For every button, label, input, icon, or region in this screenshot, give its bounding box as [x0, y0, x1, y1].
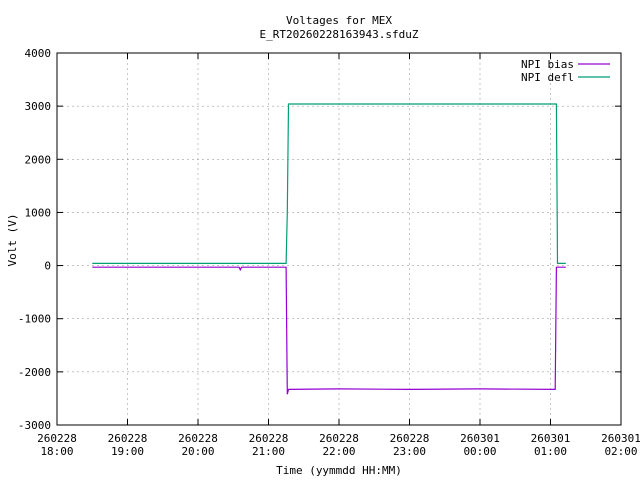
x-tick-label: 23:00	[393, 445, 426, 458]
x-tick-label: 260228	[319, 432, 359, 445]
x-tick-label: 260228	[390, 432, 430, 445]
x-tick-label: 22:00	[322, 445, 355, 458]
x-tick-label: 260228	[249, 432, 289, 445]
legend-label: NPI bias	[521, 58, 574, 71]
y-tick-label: 0	[44, 260, 51, 273]
y-tick-label: 4000	[25, 47, 52, 60]
x-tick-label: 21:00	[252, 445, 285, 458]
x-tick-label: 19:00	[111, 445, 144, 458]
x-tick-label: 260228	[108, 432, 148, 445]
y-tick-label: -2000	[18, 366, 51, 379]
y-tick-label: 3000	[25, 100, 52, 113]
x-tick-label: 00:00	[463, 445, 496, 458]
x-tick-label: 18:00	[40, 445, 73, 458]
x-tick-label: 260301	[531, 432, 571, 445]
x-tick-label: 01:00	[534, 445, 567, 458]
x-tick-label: 260301	[601, 432, 640, 445]
x-tick-label: 260228	[37, 432, 77, 445]
y-tick-label: 1000	[25, 206, 52, 219]
y-tick-label: 2000	[25, 153, 52, 166]
x-axis-label: Time (yymmdd HH:MM)	[276, 464, 402, 477]
legend-label: NPI defl	[521, 71, 574, 84]
series-line	[92, 103, 566, 264]
y-axis-label: Volt (V)	[6, 214, 19, 267]
series-line	[92, 266, 566, 395]
x-tick-label: 260301	[460, 432, 500, 445]
x-tick-label: 02:00	[604, 445, 637, 458]
x-tick-label: 20:00	[181, 445, 214, 458]
chart-title: Voltages for MEX	[286, 14, 392, 27]
y-tick-label: -1000	[18, 313, 51, 326]
chart-subtitle: E_RT20260228163943.sfduZ	[260, 28, 419, 41]
x-tick-label: 260228	[178, 432, 218, 445]
y-tick-label: -3000	[18, 419, 51, 432]
plot-frame	[56, 52, 622, 426]
